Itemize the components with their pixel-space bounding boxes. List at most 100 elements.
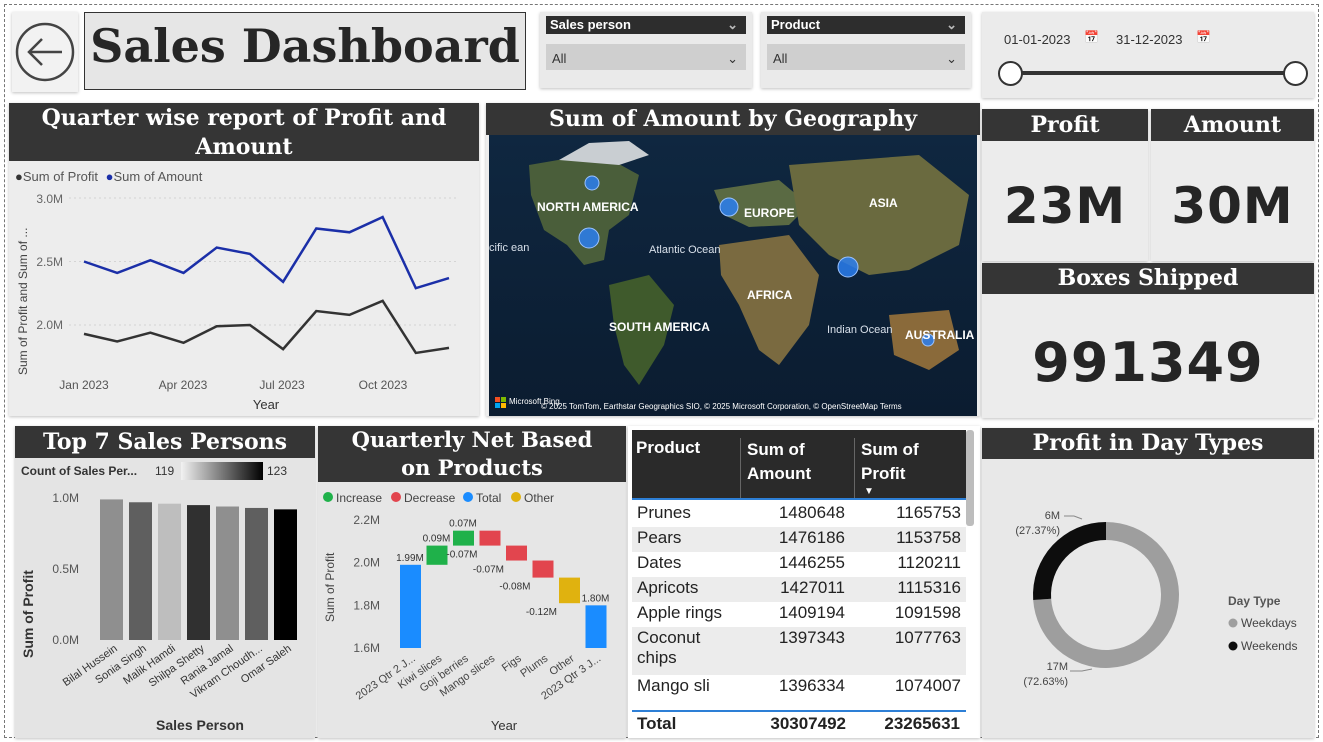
table-row[interactable]: Coconut chips 1397343 1077763 — [632, 627, 966, 675]
day-types-donut-chart: Day Type 6M (27.37%) 17M (72.63%) Weekdays We… — [1015, 510, 1297, 688]
date-slider-end-handle[interactable] — [1283, 61, 1308, 86]
waterfall-panel: Quarterly Net Based on Products Increase… — [318, 426, 626, 738]
donut-legend-item[interactable]: Weekends — [1241, 639, 1297, 653]
sales-person-bar[interactable] — [158, 503, 181, 640]
cell-profit: 1120211 — [897, 553, 961, 572]
map-bubble[interactable] — [921, 333, 935, 347]
legend-dot-icon — [323, 492, 333, 502]
asia-landmass — [789, 155, 969, 275]
sales-person-slicer: Sales person ⌄ All ⌄ — [540, 12, 752, 88]
europe-landmass — [714, 180, 809, 227]
geography-map[interactable]: NORTH AMERICA EUROPE ASIA AFRICA SOUTH A… — [489, 135, 977, 416]
sales-person-value: All — [552, 51, 567, 66]
waterfall-data-label: 1.99M — [396, 553, 424, 564]
x-tick: Jul 2023 — [259, 378, 305, 392]
waterfall-data-label: 1.80M — [582, 593, 610, 604]
donut-value-label: 6M — [1045, 510, 1060, 522]
waterfall-bar[interactable] — [426, 545, 448, 565]
table-scrollbar[interactable] — [966, 430, 974, 526]
south-america-landmass — [609, 275, 674, 385]
arrow-left-icon[interactable] — [12, 12, 78, 92]
quarter-line-chart: Sum of Profit and Sum of ... 3.0M 2.5M 2… — [16, 192, 459, 412]
chevron-down-icon: ⌄ — [727, 51, 738, 66]
profit-series-line[interactable] — [83, 299, 450, 355]
map-bubble[interactable] — [584, 175, 600, 191]
map-bubble[interactable] — [578, 227, 600, 249]
donut-legend-item[interactable]: Weekdays — [1241, 616, 1297, 630]
product-table: Prunes 1480648 1165753 Pears 1476186 1153758 D… — [632, 502, 966, 705]
waterfall-bar[interactable] — [453, 530, 474, 546]
sales-person-bar[interactable] — [245, 507, 268, 640]
waterfall-bar[interactable] — [585, 605, 607, 648]
amount-series-line[interactable] — [83, 215, 450, 290]
date-start[interactable]: 01-01-2023 — [1004, 32, 1071, 47]
x-axis-label: Sales Person — [156, 717, 244, 733]
top-sales-title: Top 7 Sales Persons — [15, 426, 315, 458]
y-tick: 2.5M — [36, 255, 63, 269]
map-bubble[interactable] — [837, 256, 859, 278]
table-row[interactable]: Mango sli 1396334 1074007 — [632, 675, 966, 705]
date-end[interactable]: 31-12-2023 — [1116, 32, 1183, 47]
table-row[interactable]: Apple rings 1409194 1091598 — [632, 602, 966, 627]
y-tick: 0.5M — [52, 562, 79, 576]
cell-product: Coconut chips — [632, 627, 736, 675]
sales-person-bar[interactable] — [274, 509, 297, 640]
table-row[interactable]: Dates 1446255 1120211 — [632, 552, 966, 577]
kpi-boxes-value: 991349 — [1032, 331, 1264, 394]
y-axis-label: Sum of Profit — [20, 570, 36, 658]
calendar-icon[interactable]: 📅 — [1084, 30, 1099, 44]
sort-desc-icon[interactable]: ▼ — [864, 486, 874, 497]
total-divider — [632, 710, 966, 712]
legend-total: Total — [476, 491, 501, 505]
waterfall-data-label: 0.09M — [423, 534, 451, 545]
sales-person-bar[interactable] — [100, 499, 123, 640]
quarter-chart-title: Quarter wise report of Profit and Amount — [9, 103, 479, 161]
day-types-title: Profit in Day Types — [982, 428, 1314, 459]
waterfall-bar[interactable] — [400, 564, 421, 648]
sales-person-bar[interactable] — [129, 502, 152, 640]
y-tick: 1.8M — [353, 598, 380, 612]
map-label: AUSTRALIA — [905, 328, 975, 342]
table-header: Product Sum of Amount Sum of Profit ▼ — [632, 430, 966, 498]
color-legend-min: 119 — [155, 464, 174, 478]
cell-amount: 1396334 — [778, 676, 845, 695]
col-header-amount[interactable]: Sum of Amount — [740, 438, 840, 498]
cell-profit: 1153758 — [850, 527, 966, 552]
kpi-amount-card: Amount 30M — [1151, 109, 1314, 261]
cell-product: Mango sli — [637, 676, 710, 695]
waterfall-bar[interactable] — [532, 560, 554, 578]
legend-dot-icon: ● — [15, 169, 23, 184]
y-tick: 2.0M — [36, 318, 63, 332]
callout-line — [1064, 515, 1083, 520]
kpi-profit-card: Profit 23M — [982, 109, 1148, 261]
title-panel: Sales Dashboard — [84, 12, 526, 90]
cell-product: Prunes — [637, 503, 691, 522]
table-total-row: Total 30307492 23265631 — [632, 712, 966, 736]
sales-person-bar[interactable] — [187, 505, 210, 640]
waterfall-bar[interactable] — [506, 545, 527, 561]
back-button-panel[interactable] — [12, 12, 78, 92]
date-slider-start-handle[interactable] — [998, 61, 1023, 86]
waterfall-bar[interactable] — [479, 530, 501, 546]
waterfall-data-label: -0.07M — [473, 565, 504, 576]
sales-person-dropdown[interactable]: All ⌄ — [546, 44, 746, 70]
kpi-profit-label: Profit — [982, 109, 1148, 141]
weekends-slice[interactable] — [1033, 522, 1106, 600]
header-divider — [632, 498, 966, 500]
col-header-product[interactable]: Product — [636, 438, 701, 457]
legend-dot-icon — [391, 492, 401, 502]
product-slicer: Product ⌄ All ⌄ — [761, 12, 971, 88]
date-slider-track[interactable] — [1010, 71, 1296, 75]
product-dropdown[interactable]: All ⌄ — [767, 44, 965, 70]
kpi-profit-value: 23M — [1003, 177, 1127, 235]
calendar-icon[interactable]: 📅 — [1196, 30, 1211, 44]
top-sales-panel: Top 7 Sales Persons Count of Sales Per..… — [15, 426, 315, 738]
waterfall-bar[interactable] — [559, 577, 580, 604]
table-row[interactable]: Pears 1476186 1153758 — [632, 527, 966, 552]
sales-person-bar[interactable] — [216, 506, 239, 640]
map-bubble[interactable] — [719, 197, 739, 217]
col-header-profit[interactable]: Sum of Profit — [854, 438, 954, 498]
table-row[interactable]: Apricots 1427011 1115316 — [632, 577, 966, 602]
map-attribution[interactable]: © 2025 TomTom, Earthstar Geographics SIO… — [541, 402, 902, 411]
table-row[interactable]: Prunes 1480648 1165753 — [632, 502, 966, 527]
